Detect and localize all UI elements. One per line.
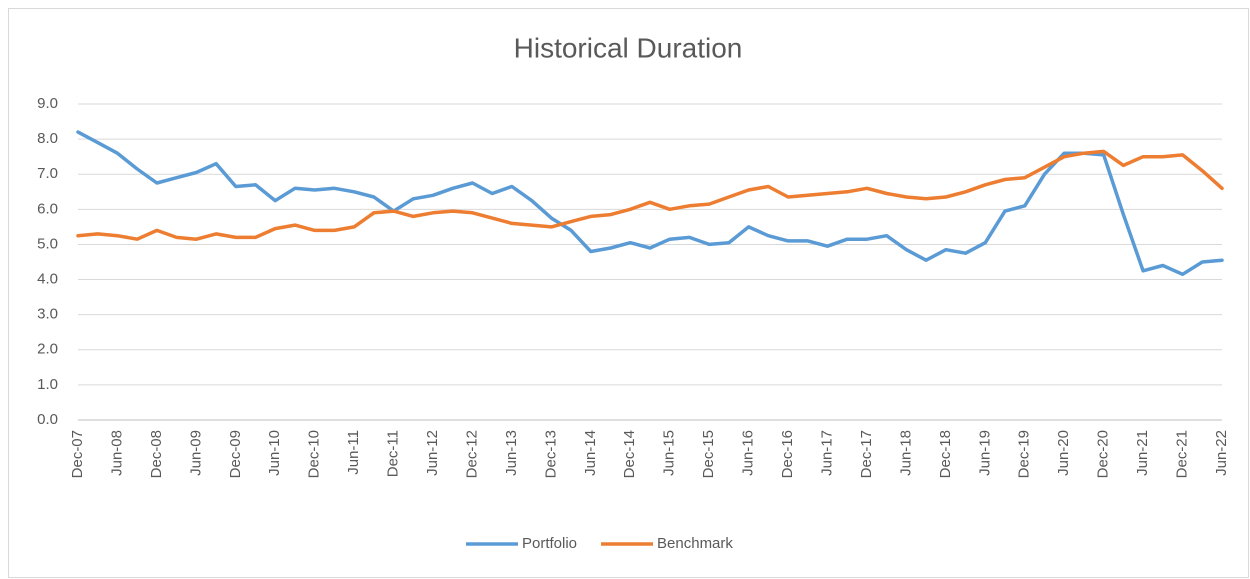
- legend-label: Portfolio: [522, 535, 577, 552]
- y-tick-label: 5.0: [37, 235, 58, 252]
- y-tick-label: 1.0: [37, 376, 58, 393]
- x-tick-label: Jun-09: [187, 430, 204, 476]
- x-tick-label: Dec-14: [621, 430, 638, 478]
- x-tick-label: Jun-14: [582, 430, 599, 476]
- chart-border: [8, 8, 1249, 578]
- x-tick-label: Dec-18: [937, 430, 954, 478]
- x-tick-label: Dec-09: [227, 430, 244, 478]
- y-tick-label: 3.0: [37, 306, 58, 323]
- x-tick-label: Jun-18: [897, 430, 914, 476]
- x-tick-label: Dec-12: [463, 430, 480, 478]
- y-tick-label: 8.0: [37, 130, 58, 147]
- x-tick-label: Dec-16: [779, 430, 796, 478]
- x-tick-label: Dec-13: [542, 430, 559, 478]
- legend-label: Benchmark: [657, 535, 733, 552]
- series-line: [76, 130, 1224, 277]
- y-tick-label: 9.0: [37, 95, 58, 112]
- chart-title: Historical Duration: [514, 32, 743, 63]
- x-tick-label: Dec-07: [69, 430, 86, 478]
- y-tick-label: 4.0: [37, 271, 58, 288]
- x-tick-label: Dec-15: [700, 430, 717, 478]
- x-tick-label: Dec-11: [385, 430, 402, 477]
- x-tick-label: Jun-17: [818, 430, 835, 476]
- y-tick-label: 2.0: [37, 341, 58, 358]
- series-line: [76, 149, 1224, 241]
- x-tick-label: Jun-11: [345, 430, 362, 475]
- x-tick-label: Dec-10: [306, 430, 323, 478]
- x-tick-label: Jun-22: [1213, 430, 1230, 476]
- x-tick-label: Dec-20: [1095, 430, 1112, 478]
- x-tick-label: Jun-15: [661, 430, 678, 476]
- x-tick-label: Jun-13: [503, 430, 520, 476]
- x-tick-label: Jun-19: [976, 430, 993, 476]
- x-tick-label: Jun-20: [1055, 430, 1072, 476]
- x-tick-label: Dec-08: [148, 430, 165, 478]
- x-tick-label: Dec-21: [1174, 430, 1191, 478]
- y-tick-label: 6.0: [37, 200, 58, 217]
- x-tick-label: Jun-08: [108, 430, 125, 476]
- x-tick-label: Jun-16: [740, 430, 757, 476]
- x-tick-label: Jun-10: [266, 430, 283, 476]
- x-tick-label: Jun-21: [1134, 430, 1151, 476]
- y-tick-label: 0.0: [37, 411, 58, 428]
- x-tick-label: Jun-12: [424, 430, 441, 476]
- x-tick-label: Dec-17: [858, 430, 875, 478]
- x-tick-label: Dec-19: [1016, 430, 1033, 478]
- y-tick-label: 7.0: [37, 165, 58, 182]
